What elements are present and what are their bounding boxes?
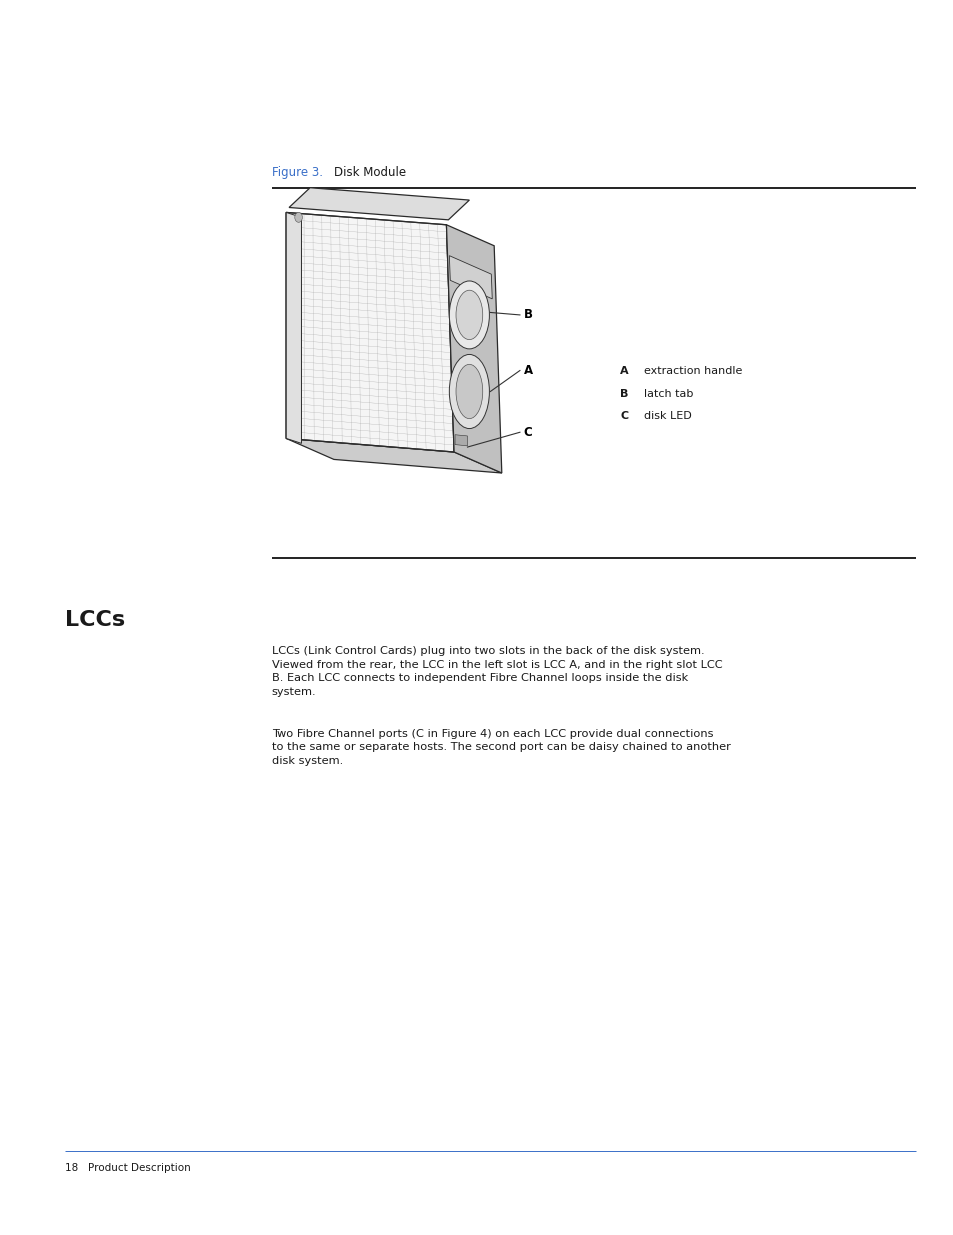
Text: extraction handle: extraction handle	[637, 366, 741, 375]
Polygon shape	[286, 438, 501, 473]
Polygon shape	[449, 256, 492, 299]
Text: 18   Product Description: 18 Product Description	[65, 1163, 191, 1173]
Text: Two Fibre Channel ports (C in Figure 4) on each LCC provide dual connections
to : Two Fibre Channel ports (C in Figure 4) …	[272, 729, 730, 766]
Polygon shape	[455, 435, 467, 446]
Text: disk LED: disk LED	[637, 411, 691, 421]
Text: B: B	[523, 309, 532, 321]
Polygon shape	[446, 225, 501, 473]
Text: A: A	[619, 366, 628, 375]
Polygon shape	[289, 188, 469, 220]
Text: LCCs (Link Control Cards) plug into two slots in the back of the disk system.
Vi: LCCs (Link Control Cards) plug into two …	[272, 646, 721, 697]
Text: A: A	[523, 364, 533, 377]
Text: Figure 3.: Figure 3.	[272, 165, 322, 179]
Polygon shape	[286, 212, 301, 443]
Text: latch tab: latch tab	[637, 389, 693, 399]
Text: B: B	[619, 389, 628, 399]
Ellipse shape	[449, 282, 489, 348]
Ellipse shape	[456, 290, 482, 340]
Ellipse shape	[449, 354, 489, 429]
Ellipse shape	[456, 364, 482, 419]
Text: LCCs: LCCs	[65, 610, 125, 630]
Text: Disk Module: Disk Module	[334, 165, 406, 179]
Text: C: C	[619, 411, 628, 421]
Text: C: C	[523, 426, 532, 438]
Polygon shape	[286, 212, 454, 452]
Circle shape	[294, 212, 302, 222]
